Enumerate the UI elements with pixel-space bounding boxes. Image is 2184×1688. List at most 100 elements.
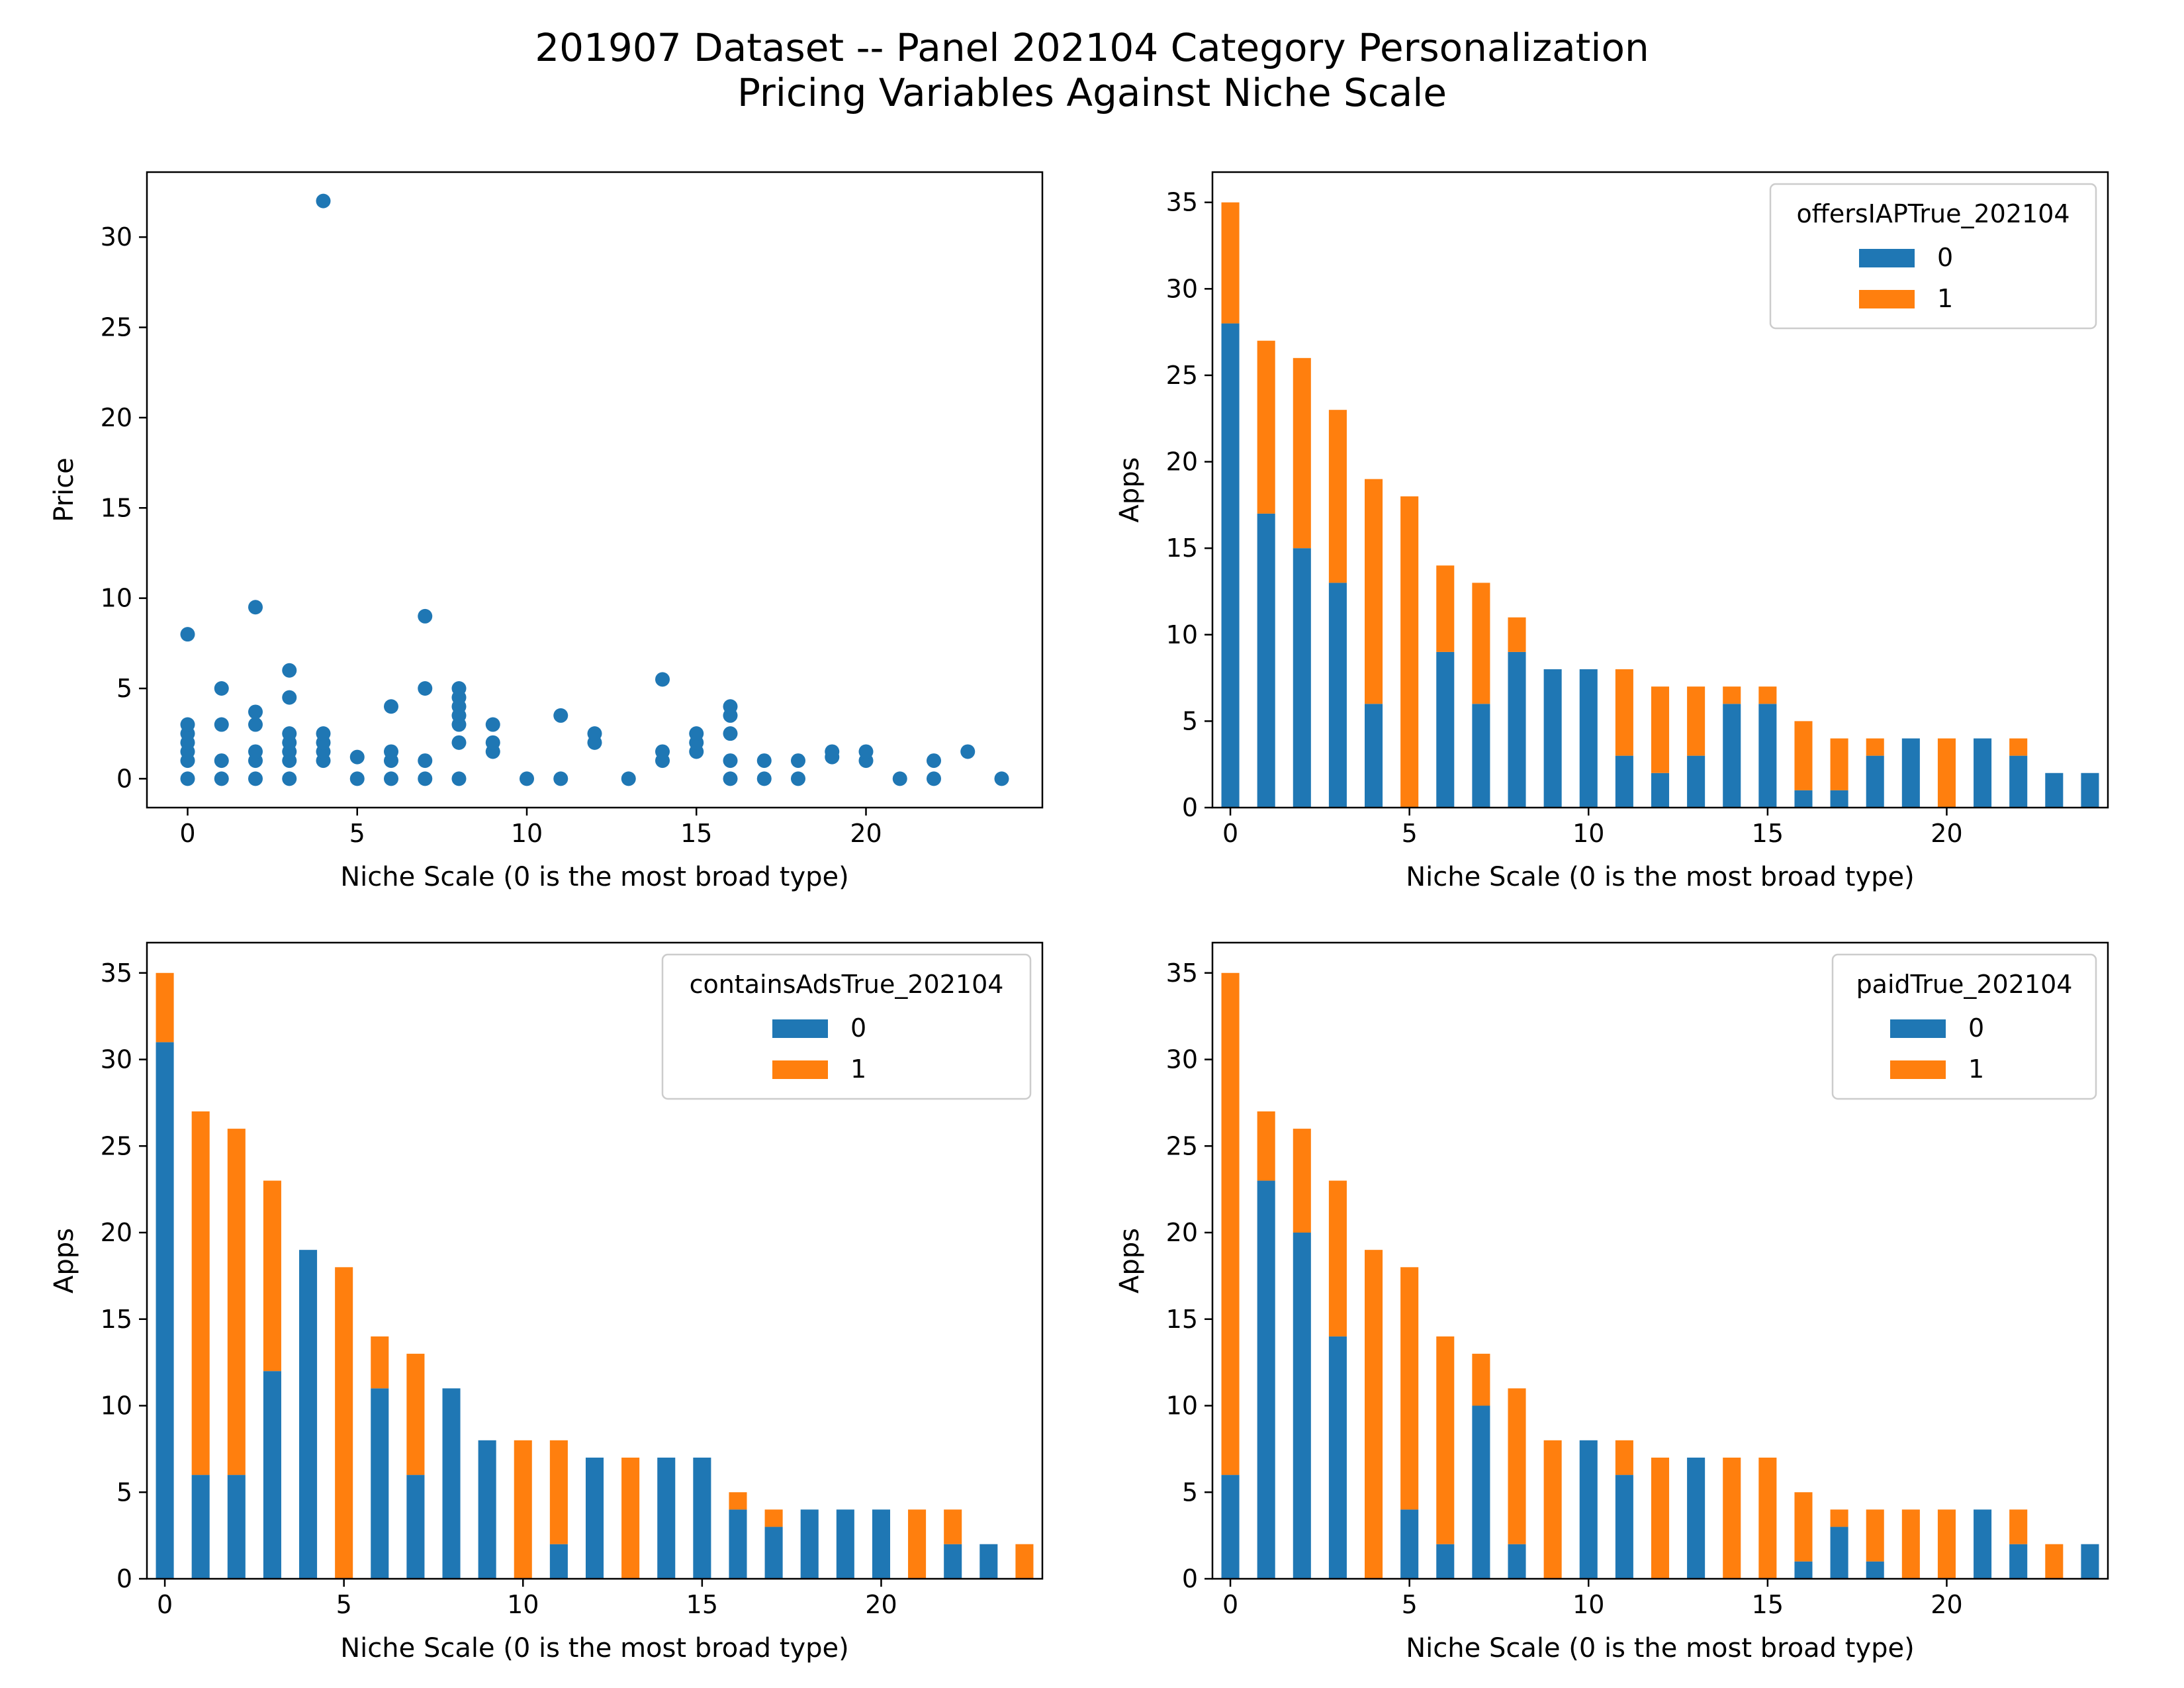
y-tick-label: 5 bbox=[1182, 706, 1198, 735]
legend-label-1: 1 bbox=[850, 1055, 866, 1084]
scatter-point bbox=[214, 717, 229, 732]
bar-segment-0 bbox=[1579, 669, 1598, 808]
bar-segment-1 bbox=[1723, 686, 1741, 704]
legend-box bbox=[661, 953, 1032, 1100]
bar-segment-0 bbox=[1866, 755, 1884, 808]
scatter-point bbox=[248, 771, 263, 786]
y-axis-label: Apps bbox=[1115, 457, 1145, 523]
y-tick-label: 25 bbox=[1166, 361, 1198, 390]
scatter-point bbox=[689, 726, 704, 741]
y-tick-label: 10 bbox=[1166, 620, 1198, 649]
y-tick-label: 35 bbox=[101, 959, 132, 988]
bar-segment-1 bbox=[2045, 1544, 2064, 1579]
bar-segment-1 bbox=[1221, 972, 1240, 1476]
bar-segment-0 bbox=[1615, 755, 1633, 808]
x-tick-label: 0 bbox=[1222, 819, 1238, 848]
x-tick-label: 15 bbox=[680, 819, 712, 848]
scatter-point bbox=[451, 681, 467, 696]
scatter-point bbox=[349, 749, 365, 765]
scatter-point bbox=[723, 699, 738, 714]
y-tick-label: 35 bbox=[1166, 188, 1198, 217]
bar-segment-1 bbox=[156, 972, 174, 1043]
bar-segment-1 bbox=[1615, 1440, 1633, 1476]
chart-panel-1: 0 5 10 15 20 0 5 10 15 20 25 30 Niche Scale (0 is th… bbox=[49, 171, 1044, 892]
y-tick-label: 20 bbox=[1166, 1218, 1198, 1247]
bar-segment-0 bbox=[1221, 1475, 1240, 1579]
bar-segment-1 bbox=[263, 1180, 281, 1372]
bar-segment-1 bbox=[1400, 496, 1419, 808]
bar-segment-1 bbox=[1015, 1544, 1034, 1579]
bar-segment-1 bbox=[227, 1129, 246, 1476]
scatter-point bbox=[791, 753, 805, 769]
legend-label-1: 1 bbox=[1937, 284, 1953, 313]
bar-segment-1 bbox=[2009, 738, 2028, 756]
scatter-point bbox=[520, 771, 534, 786]
scatter-point bbox=[723, 753, 738, 769]
scatter-point bbox=[553, 708, 569, 723]
legend-title: paidTrue_202104 bbox=[1856, 970, 2073, 999]
bar-segment-1 bbox=[549, 1440, 568, 1544]
scatter-point bbox=[282, 771, 297, 786]
bar-segment-0 bbox=[1472, 1405, 1490, 1579]
bar-segment-1 bbox=[1830, 1509, 1848, 1527]
bar-segment-0 bbox=[2009, 1544, 2028, 1579]
scatter-point bbox=[485, 735, 500, 750]
y-axis-label: Apps bbox=[49, 1228, 79, 1293]
legend-label-0: 0 bbox=[1937, 243, 1953, 272]
bar-segment-1 bbox=[1400, 1267, 1419, 1510]
y-tick-label: 30 bbox=[101, 222, 132, 252]
bar-segment-1 bbox=[1221, 202, 1240, 324]
y-tick-label: 0 bbox=[1182, 793, 1198, 822]
scatter-point bbox=[214, 681, 229, 696]
bar-segment-1 bbox=[908, 1509, 927, 1579]
bar-segment-1 bbox=[371, 1336, 389, 1389]
legend-title: offersIAPTrue_202104 bbox=[1796, 199, 2070, 228]
bar-segment-0 bbox=[585, 1457, 604, 1579]
y-tick-label: 15 bbox=[101, 493, 132, 522]
x-tick-label: 10 bbox=[511, 819, 543, 848]
bar-segment-1 bbox=[1830, 738, 1848, 790]
scatter-point bbox=[316, 193, 331, 209]
scatter-point bbox=[180, 627, 195, 642]
y-tick-label: 0 bbox=[1182, 1564, 1198, 1593]
x-tick-label: 0 bbox=[157, 1590, 173, 1619]
legend: offersIAPTrue_202104 0 1 bbox=[1769, 183, 2097, 330]
bar-segment-0 bbox=[2045, 773, 2064, 808]
scatter-point bbox=[451, 735, 467, 750]
scatter-point bbox=[994, 771, 1009, 786]
scatter-point bbox=[180, 771, 195, 786]
bar-segment-1 bbox=[335, 1267, 353, 1579]
scatter-point bbox=[451, 771, 467, 786]
x-tick-label: 10 bbox=[507, 1590, 539, 1619]
scatter-point bbox=[316, 726, 331, 741]
legend-label-0: 0 bbox=[850, 1013, 866, 1043]
scatter-point bbox=[723, 726, 738, 741]
bar-segment-0 bbox=[227, 1475, 246, 1579]
bar-segment-0 bbox=[657, 1457, 676, 1579]
legend-swatch-0 bbox=[1890, 1019, 1946, 1038]
legend-label-0: 0 bbox=[1968, 1013, 1984, 1043]
bar-segment-0 bbox=[1794, 1561, 1813, 1579]
scatter-point bbox=[927, 771, 941, 786]
scatter-point bbox=[655, 672, 670, 687]
bar-segment-1 bbox=[1257, 1111, 1275, 1181]
legend-swatch-1 bbox=[1859, 290, 1915, 308]
scatter-point bbox=[248, 717, 263, 732]
x-tick-label: 5 bbox=[349, 819, 365, 848]
bar-segment-0 bbox=[1293, 548, 1311, 808]
bar-segment-0 bbox=[872, 1509, 890, 1579]
x-tick-label: 20 bbox=[850, 819, 882, 848]
scatter-point bbox=[418, 753, 433, 769]
axes-frame bbox=[146, 941, 1044, 1580]
bar-segment-1 bbox=[944, 1509, 962, 1544]
bar-segment-1 bbox=[1937, 1509, 1956, 1579]
bar-segment-1 bbox=[514, 1440, 532, 1579]
bar-segment-1 bbox=[1328, 1180, 1347, 1336]
scatter-point bbox=[384, 744, 398, 759]
scatter-point bbox=[282, 690, 297, 705]
bar-segment-0 bbox=[1328, 1336, 1347, 1579]
bar-segment-1 bbox=[1758, 686, 1777, 704]
x-tick-label: 5 bbox=[336, 1590, 352, 1619]
bar-segment-0 bbox=[478, 1440, 496, 1579]
